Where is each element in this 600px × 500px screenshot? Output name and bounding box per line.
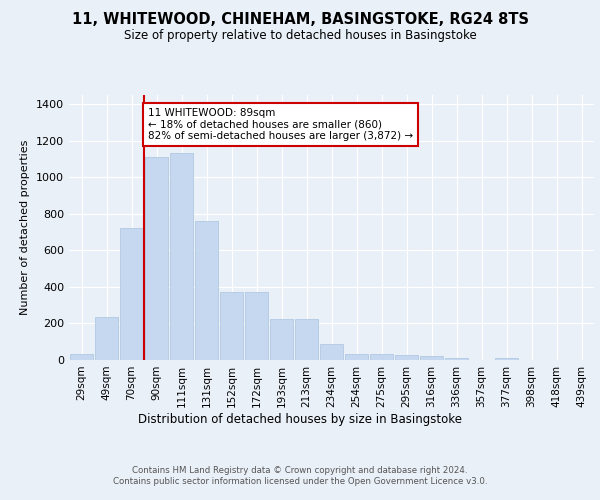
Text: 11, WHITEWOOD, CHINEHAM, BASINGSTOKE, RG24 8TS: 11, WHITEWOOD, CHINEHAM, BASINGSTOKE, RG… xyxy=(71,12,529,28)
Text: 11 WHITEWOOD: 89sqm
← 18% of detached houses are smaller (860)
82% of semi-detac: 11 WHITEWOOD: 89sqm ← 18% of detached ho… xyxy=(148,108,413,141)
Bar xyxy=(220,292,243,360)
Bar xyxy=(420,356,443,360)
Text: Contains public sector information licensed under the Open Government Licence v3: Contains public sector information licen… xyxy=(113,476,487,486)
Bar xyxy=(395,356,418,360)
Bar xyxy=(270,319,293,360)
Bar xyxy=(145,157,168,360)
Bar xyxy=(320,344,343,360)
Bar xyxy=(170,154,193,360)
Bar xyxy=(245,292,268,360)
Bar xyxy=(120,228,143,360)
Bar xyxy=(445,358,468,360)
Bar xyxy=(95,316,118,360)
Text: Size of property relative to detached houses in Basingstoke: Size of property relative to detached ho… xyxy=(124,29,476,42)
Y-axis label: Number of detached properties: Number of detached properties xyxy=(20,140,31,315)
Bar xyxy=(195,221,218,360)
Bar xyxy=(295,319,318,360)
Text: Distribution of detached houses by size in Basingstoke: Distribution of detached houses by size … xyxy=(138,412,462,426)
Bar xyxy=(370,354,393,360)
Bar xyxy=(495,358,518,360)
Text: Contains HM Land Registry data © Crown copyright and database right 2024.: Contains HM Land Registry data © Crown c… xyxy=(132,466,468,475)
Bar xyxy=(345,354,368,360)
Bar xyxy=(70,354,93,360)
